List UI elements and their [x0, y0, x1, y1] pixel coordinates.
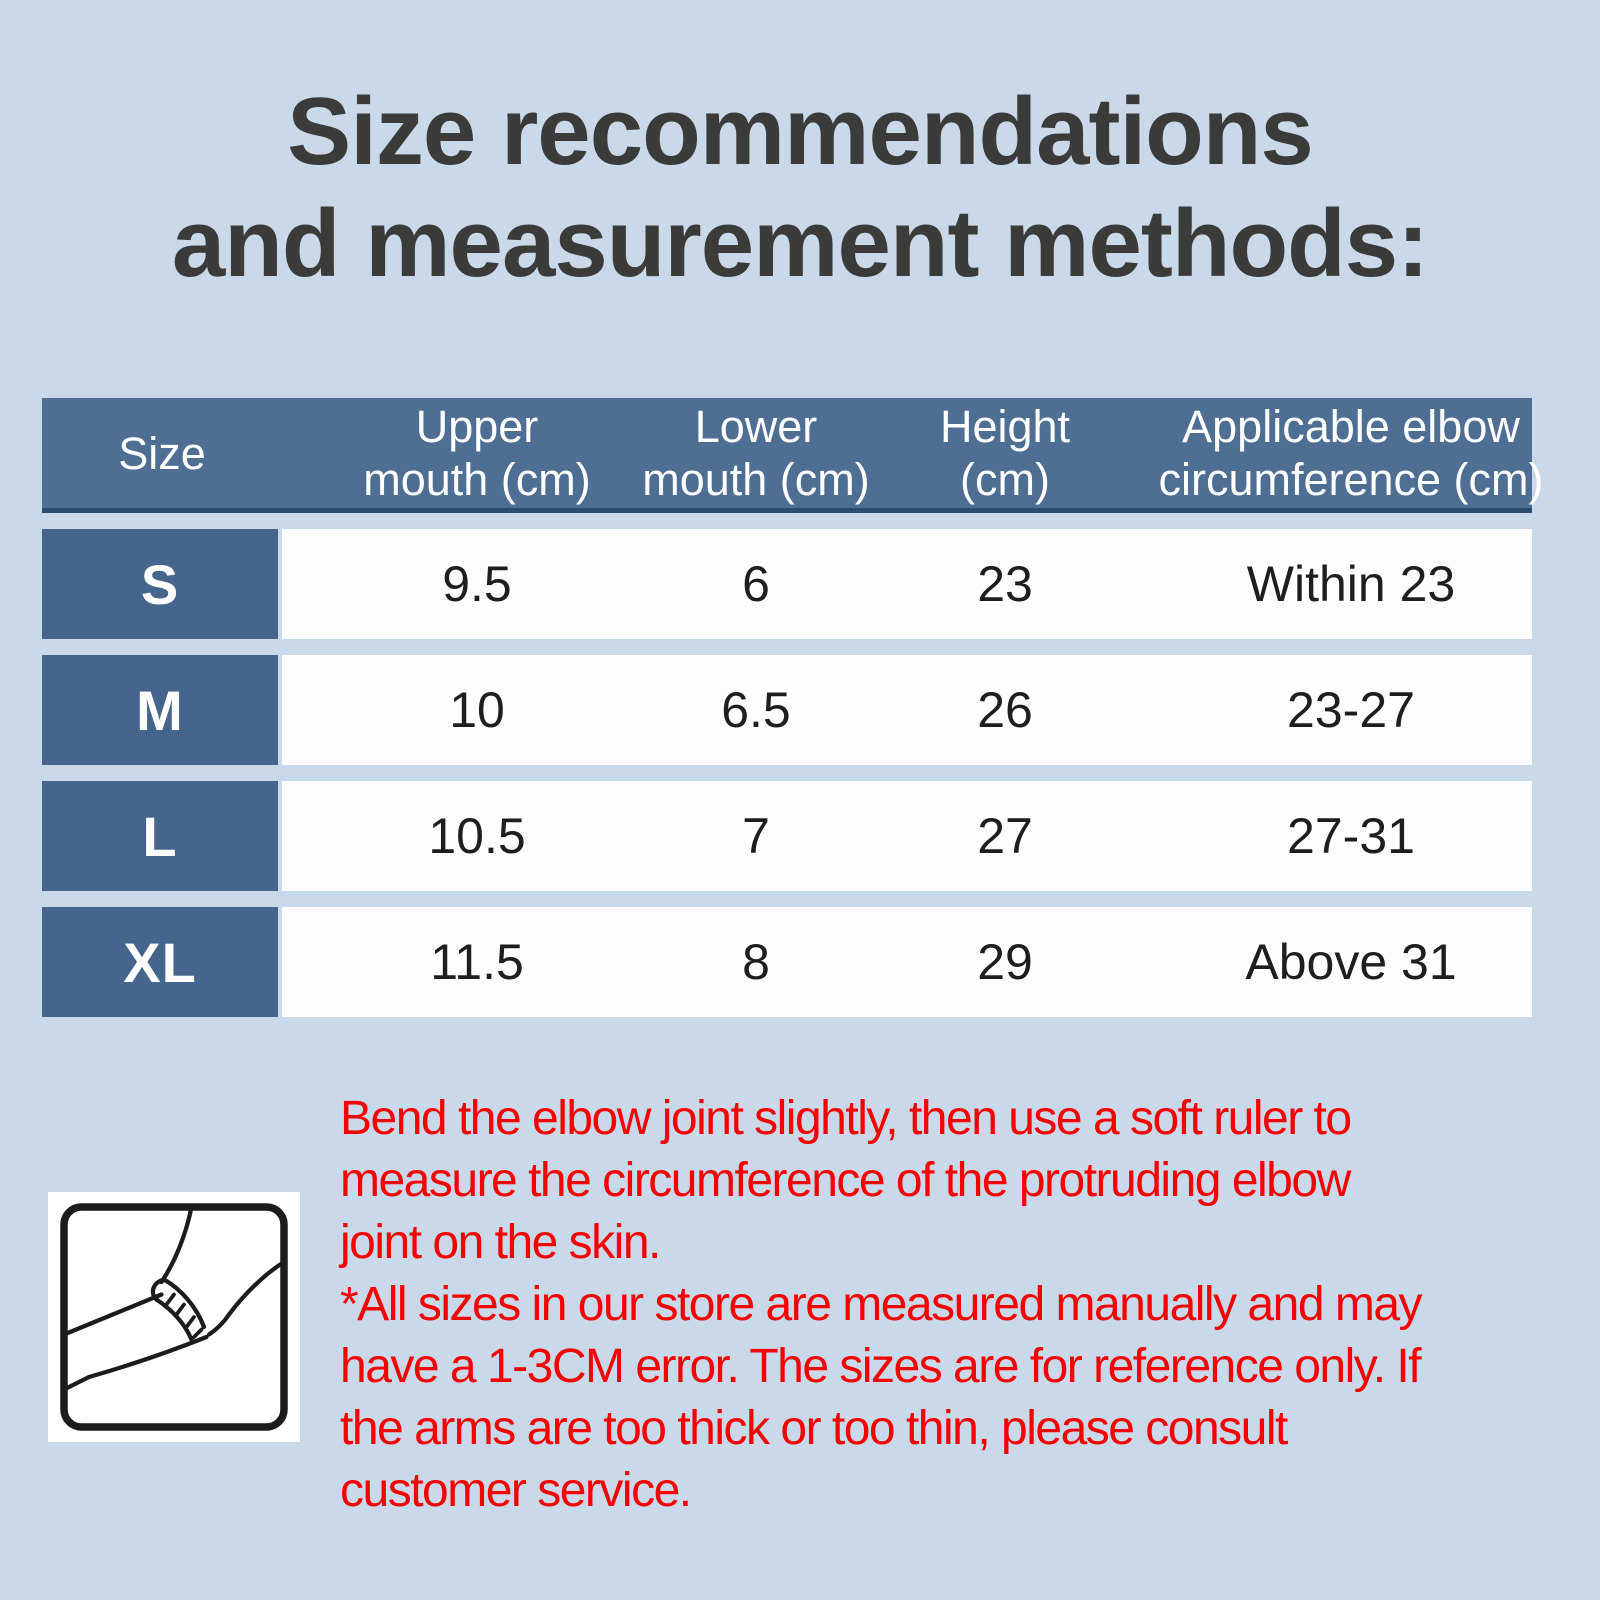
lower-mouth-value: 6	[672, 529, 840, 639]
lower-mouth-value: 8	[672, 907, 840, 1017]
elbow-measure-illustration	[48, 1192, 300, 1442]
header-cell-elbow-circumference: Applicable elbow circumference (cm)	[1158, 401, 1544, 505]
elbow-circumference-value: Above 31	[1170, 907, 1532, 1017]
table-row-size-xl: XL 11.5 8 29 Above 31	[42, 907, 1532, 1017]
elbow-circumference-value: 23-27	[1170, 655, 1532, 765]
page-title-line1: Size recommendations	[287, 78, 1314, 185]
height-value: 26	[840, 655, 1170, 765]
measure-instruction-line: measure the circumference of the protrud…	[340, 1154, 1351, 1207]
height-value: 23	[840, 529, 1170, 639]
size-label-cell: M	[42, 655, 278, 765]
page-title: Size recommendations and measurement met…	[0, 76, 1600, 300]
measure-instruction-line: Bend the elbow joint slightly, then use …	[340, 1092, 1352, 1145]
measurement-notes: Bend the elbow joint slightly, then use …	[340, 1088, 1590, 1522]
size-table-header: Size Upper mouth (cm) Lower mouth (cm) H…	[42, 398, 1544, 513]
disclaimer-line: *All sizes in our store are measured man…	[340, 1278, 1423, 1331]
table-row-size-m: M 10 6.5 26 23-27	[42, 655, 1532, 765]
header-cell-size: Size	[118, 427, 206, 479]
disclaimer-line: customer service.	[340, 1464, 692, 1517]
header-cell-upper-mouth: Upper mouth (cm)	[363, 401, 591, 505]
height-value: 27	[840, 781, 1170, 891]
elbow-arm-icon	[60, 1203, 288, 1431]
lower-mouth-value: 7	[672, 781, 840, 891]
header-cell-lower-mouth: Lower mouth (cm)	[642, 401, 870, 505]
measure-instruction-line: joint on the skin.	[340, 1216, 661, 1269]
lower-mouth-value: 6.5	[672, 655, 840, 765]
size-label-cell: L	[42, 781, 278, 891]
disclaimer-line: the arms are too thick or too thin, plea…	[340, 1402, 1288, 1455]
page-title-line2: and measurement methods:	[171, 190, 1429, 297]
size-label-cell: S	[42, 529, 278, 639]
upper-mouth-value: 10	[282, 655, 672, 765]
elbow-circumference-value: 27-31	[1170, 781, 1532, 891]
disclaimer-line: have a 1-3CM error. The sizes are for re…	[340, 1340, 1422, 1393]
upper-mouth-value: 11.5	[282, 907, 672, 1017]
height-value: 29	[840, 907, 1170, 1017]
elbow-circumference-value: Within 23	[1170, 529, 1532, 639]
upper-mouth-value: 9.5	[282, 529, 672, 639]
table-row-size-l: L 10.5 7 27 27-31	[42, 781, 1532, 891]
header-cell-height: Height (cm)	[939, 401, 1071, 505]
size-label-cell: XL	[42, 907, 278, 1017]
size-table: Size Upper mouth (cm) Lower mouth (cm) H…	[42, 398, 1544, 1017]
table-row-size-s: S 9.5 6 23 Within 23	[42, 529, 1532, 639]
upper-mouth-value: 10.5	[282, 781, 672, 891]
